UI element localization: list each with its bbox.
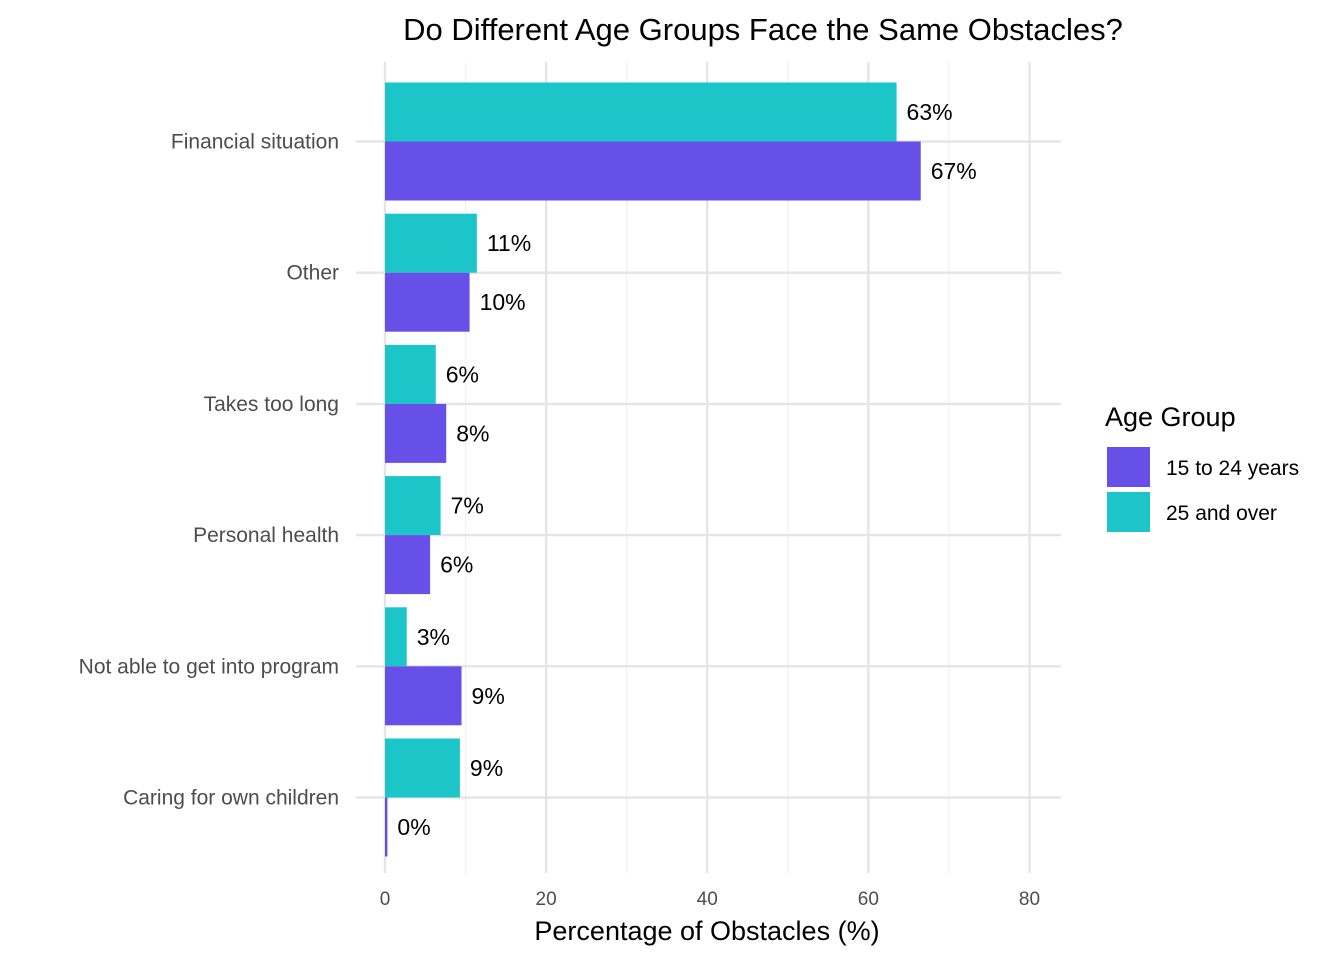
bar-15-to-24-years-not-able-to-get-into-program: [385, 666, 462, 726]
category-label: Not able to get into program: [79, 655, 339, 678]
data-label: 67%: [931, 158, 977, 184]
legend-title: Age Group: [1105, 402, 1236, 432]
x-tick-label: 80: [1019, 889, 1040, 910]
category-axis: Financial situation Other Takes too long Pe…: [79, 131, 339, 810]
chart-title: Do Different Age Groups Face the Same Ob…: [403, 12, 1123, 47]
legend-swatch-15-to-24-years: [1107, 447, 1150, 487]
plot-bars: 63% 67% 11% 10% 6% 8% 7% 6% 3% 9% 9% 0%: [385, 82, 977, 857]
category-label: Caring for own children: [123, 787, 339, 810]
bar-25-and-over-other: [385, 213, 477, 273]
bar-25-and-over-not-able-to-get-into-program: [385, 607, 407, 667]
data-label: 11%: [487, 230, 531, 256]
legend: Age Group 15 to 24 years 25 and over: [1105, 402, 1299, 532]
legend-swatch-25-and-over: [1107, 492, 1150, 532]
data-label: 6%: [440, 552, 473, 578]
bar-25-and-over-financial-situation: [385, 82, 897, 142]
bar-15-to-24-years-personal-health: [385, 535, 431, 595]
category-label: Other: [286, 262, 339, 285]
data-label: 63%: [907, 99, 953, 125]
data-label: 7%: [451, 493, 484, 519]
category-label: Takes too long: [204, 393, 339, 416]
data-label: 10%: [480, 289, 526, 315]
bar-15-to-24-years-other: [385, 272, 470, 332]
bar-25-and-over-caring-for-own-children: [385, 738, 460, 798]
bar-15-to-24-years-financial-situation: [385, 141, 921, 201]
category-label: Personal health: [193, 524, 339, 547]
bar-25-and-over-personal-health: [385, 476, 441, 536]
x-tick-label: 60: [858, 889, 879, 910]
value-axis: 0 20 40 60 80: [380, 889, 1040, 910]
x-tick-label: 40: [697, 889, 718, 910]
bar-25-and-over-takes-too-long: [385, 344, 436, 404]
bar-15-to-24-years-caring-for-own-children: [385, 797, 388, 857]
data-label: 9%: [470, 755, 503, 781]
data-label: 6%: [446, 361, 479, 387]
category-label: Financial situation: [171, 131, 339, 154]
data-label: 3%: [417, 624, 450, 650]
data-label: 9%: [472, 683, 505, 709]
data-label: 8%: [456, 420, 489, 446]
data-label: 0%: [397, 814, 430, 840]
x-axis-title: Percentage of Obstacles (%): [534, 916, 879, 946]
bar-15-to-24-years-takes-too-long: [385, 403, 447, 463]
x-tick-label: 0: [380, 889, 391, 910]
legend-label-25-and-over: 25 and over: [1166, 502, 1277, 525]
legend-label-15-to-24-years: 15 to 24 years: [1166, 457, 1299, 480]
x-tick-label: 20: [536, 889, 557, 910]
